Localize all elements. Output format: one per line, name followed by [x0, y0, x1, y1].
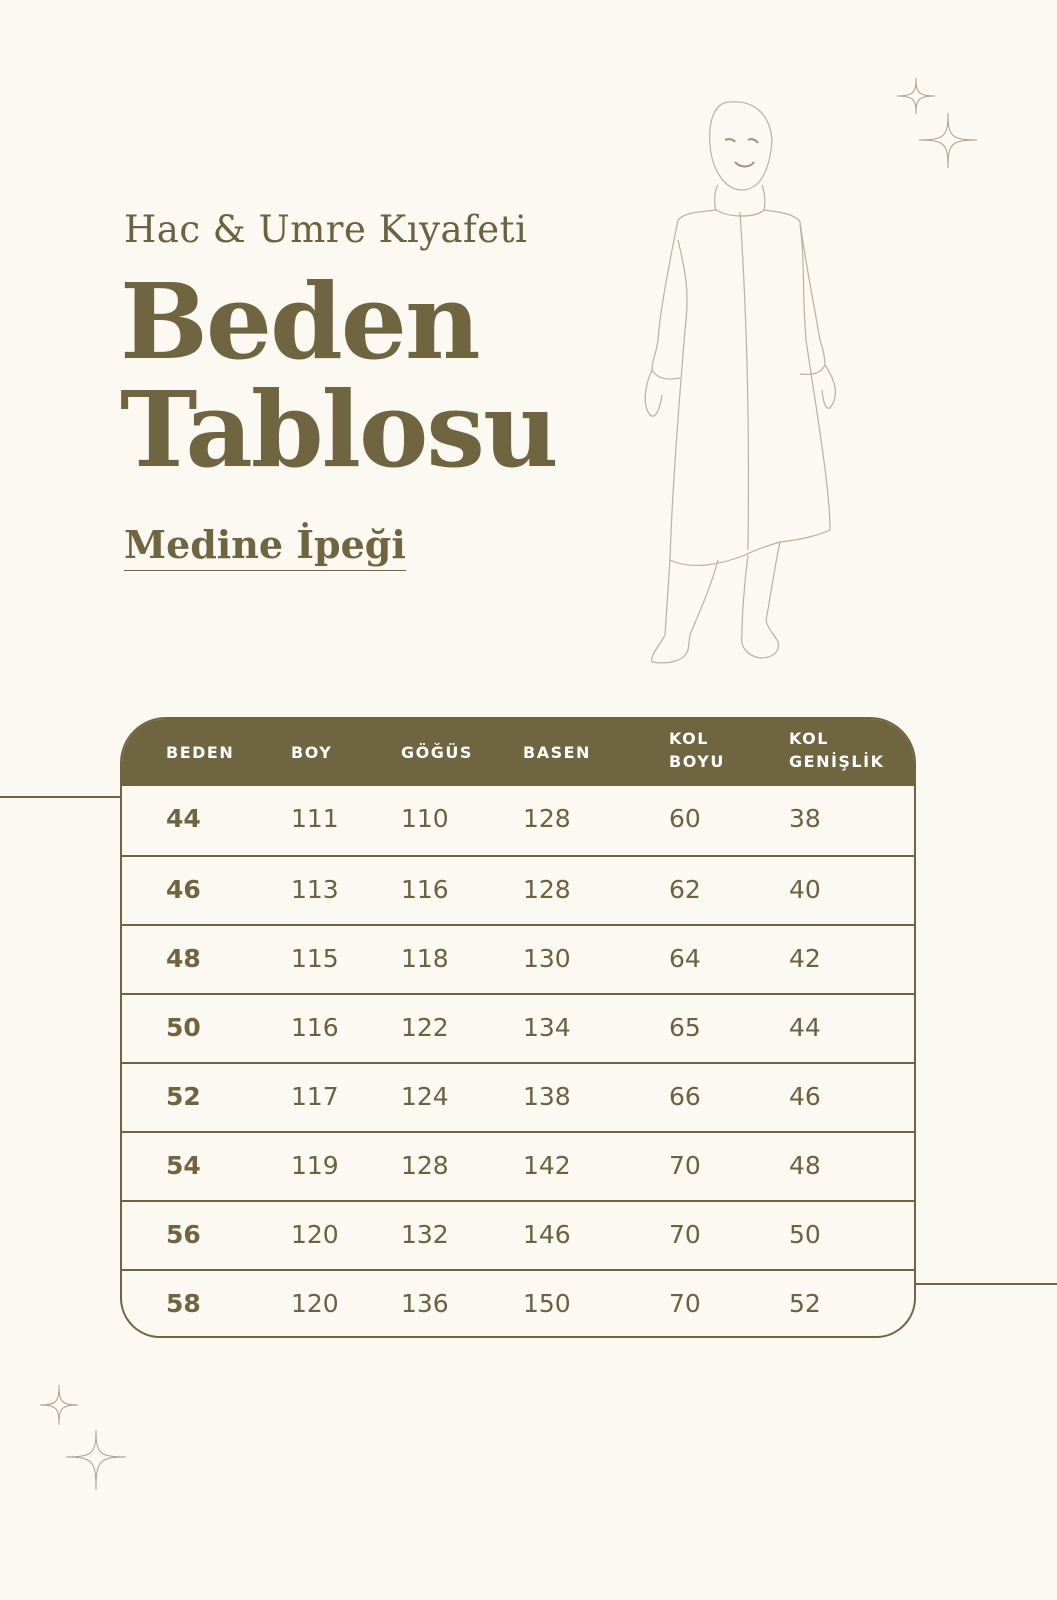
table-cell: 44	[789, 1013, 821, 1042]
subtitle: Hac & Umre Kıyafeti	[124, 208, 528, 251]
table-row: 48 115 118 130 64 42	[122, 924, 914, 993]
column-header-line: KOL	[789, 729, 829, 748]
size-cell: 58	[166, 1289, 201, 1318]
woman-illustration-icon	[644, 101, 837, 664]
table-row: 44 111 110 128 60 38	[122, 786, 914, 855]
table-header: BEDEN BOY GÖĞÜS BASEN KOL BOYU KOL GENİŞLİK	[122, 719, 914, 786]
table-body: 44 111 110 128 60 38 46 113 116 128 62 40 48 115 118 13…	[122, 786, 914, 1336]
table-cell: 124	[401, 1082, 449, 1111]
column-header: GÖĞÜS	[401, 741, 473, 764]
column-header: BOY	[291, 741, 332, 764]
table-cell: 120	[291, 1289, 339, 1318]
divider-line	[0, 796, 121, 798]
table-row: 54 119 128 142 70 48	[122, 1131, 914, 1200]
table-row: 52 117 124 138 66 46	[122, 1062, 914, 1131]
column-header: KOL BOYU	[669, 727, 725, 773]
table-cell: 118	[401, 944, 449, 973]
title-line-1: Beden	[120, 260, 481, 383]
size-cell: 48	[166, 944, 201, 973]
table-cell: 48	[789, 1151, 821, 1180]
title-line-2: Tablosu	[120, 368, 559, 491]
table-cell: 115	[291, 944, 339, 973]
table-cell: 42	[789, 944, 821, 973]
table-cell: 66	[669, 1082, 701, 1111]
column-header: BASEN	[523, 741, 591, 764]
table-cell: 128	[523, 875, 571, 904]
table-cell: 62	[669, 875, 701, 904]
size-cell: 56	[166, 1220, 201, 1249]
table-row: 58 120 136 150 70 52	[122, 1269, 914, 1336]
column-header-line: GÖĞÜS	[401, 743, 473, 762]
column-header-line: BEDEN	[166, 743, 235, 762]
column-header-line: BASEN	[523, 743, 591, 762]
table-cell: 136	[401, 1289, 449, 1318]
table-cell: 116	[291, 1013, 339, 1042]
table-cell: 70	[669, 1151, 701, 1180]
table-cell: 146	[523, 1220, 571, 1249]
table-cell: 38	[789, 804, 821, 833]
column-header-line: GENİŞLİK	[789, 752, 885, 771]
table-cell: 116	[401, 875, 449, 904]
fabric-name: Medine İpeği	[124, 520, 406, 571]
table-cell: 40	[789, 875, 821, 904]
table-cell: 113	[291, 875, 339, 904]
table-cell: 130	[523, 944, 571, 973]
table-cell: 120	[291, 1220, 339, 1249]
table-cell: 117	[291, 1082, 339, 1111]
size-cell: 52	[166, 1082, 201, 1111]
table-cell: 111	[291, 804, 339, 833]
size-cell: 54	[166, 1151, 201, 1180]
column-header-line: KOL	[669, 729, 709, 748]
page-title: Beden Tablosu	[120, 260, 559, 491]
sparkle-icon	[896, 78, 978, 169]
column-header: BEDEN	[166, 741, 234, 764]
size-cell: 44	[166, 804, 201, 833]
table-cell: 65	[669, 1013, 701, 1042]
table-cell: 60	[669, 804, 701, 833]
table-cell: 46	[789, 1082, 821, 1111]
table-row: 50 116 122 134 65 44	[122, 993, 914, 1062]
column-header: KOL GENİŞLİK	[789, 727, 884, 773]
table-cell: 128	[523, 804, 571, 833]
table-cell: 150	[523, 1289, 571, 1318]
table-cell: 119	[291, 1151, 339, 1180]
size-table: BEDEN BOY GÖĞÜS BASEN KOL BOYU KOL GENİŞLİK 44 1…	[120, 717, 916, 1338]
table-cell: 70	[669, 1220, 701, 1249]
table-cell: 50	[789, 1220, 821, 1249]
table-cell: 122	[401, 1013, 449, 1042]
size-cell: 50	[166, 1013, 201, 1042]
sparkle-icon	[39, 1385, 127, 1491]
table-cell: 64	[669, 944, 701, 973]
divider-line	[915, 1283, 1057, 1285]
table-cell: 142	[523, 1151, 571, 1180]
table-cell: 138	[523, 1082, 571, 1111]
table-cell: 52	[789, 1289, 821, 1318]
table-cell: 128	[401, 1151, 449, 1180]
table-cell: 132	[401, 1220, 449, 1249]
column-header-line: BOY	[291, 743, 333, 762]
size-cell: 46	[166, 875, 201, 904]
table-cell: 110	[401, 804, 449, 833]
table-row: 46 113 116 128 62 40	[122, 855, 914, 924]
table-row: 56 120 132 146 70 50	[122, 1200, 914, 1269]
column-header-line: BOYU	[669, 752, 725, 771]
table-cell: 134	[523, 1013, 571, 1042]
table-cell: 70	[669, 1289, 701, 1318]
